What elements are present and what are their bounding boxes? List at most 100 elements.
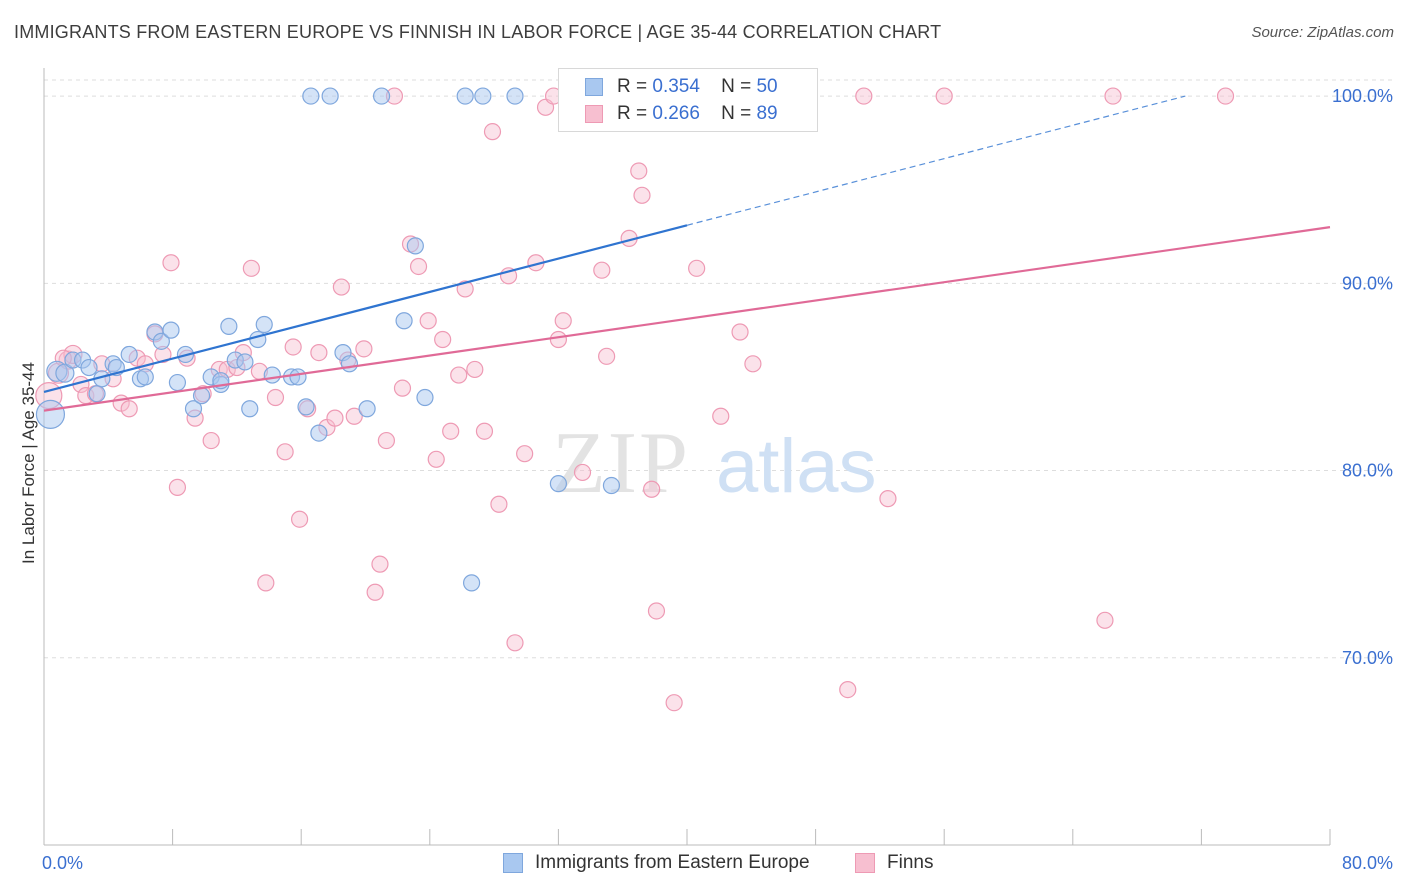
eastern-europe-point (263, 366, 281, 384)
finns-point (120, 400, 138, 418)
eastern-europe-point (55, 363, 75, 383)
legend-label: Immigrants from Eastern Europe (535, 852, 810, 873)
eastern-europe-points (35, 87, 621, 592)
eastern-europe-point (120, 345, 138, 364)
eastern-europe-point (152, 332, 170, 350)
finns-point (257, 574, 275, 592)
x-tick-label: 80.0% (1342, 853, 1393, 873)
tick-labels: 70.0% 80.0% 90.0% 100.0% 0.0% 80.0% (42, 86, 1393, 873)
eastern-europe-point (162, 321, 180, 339)
eastern-europe-point (302, 87, 320, 105)
finns-point (442, 422, 460, 440)
finns-point (598, 347, 616, 365)
eastern-europe-point (395, 312, 413, 330)
eastern-europe-point (310, 424, 328, 442)
r-value: 0.266 (652, 103, 700, 124)
finns-point (839, 680, 857, 699)
eastern-europe-point (236, 353, 254, 371)
trend-lines (43, 95, 1331, 412)
eastern-europe-point (184, 400, 203, 418)
eastern-europe-point (88, 385, 106, 403)
y-tick-label: 100.0% (1332, 86, 1393, 106)
eastern-europe-point (416, 388, 434, 407)
n-label: N = (721, 76, 752, 97)
finns-point (879, 490, 897, 508)
eastern-europe-point (220, 317, 238, 335)
finns-point (202, 431, 220, 450)
pink-swatch (855, 853, 875, 873)
finns-point (332, 278, 350, 296)
eastern-europe-point (241, 400, 259, 418)
finns-point (744, 355, 762, 373)
finns-point (284, 338, 302, 356)
finns-point (554, 312, 572, 330)
y-tick-label: 80.0% (1342, 461, 1393, 481)
finns-point (450, 366, 468, 384)
r-value: 0.354 (652, 76, 700, 97)
eastern-europe-point (297, 398, 315, 416)
finns-point (266, 388, 285, 407)
finns-point (506, 634, 524, 652)
chart-title: IMMIGRANTS FROM EASTERN EUROPE VS FINNIS… (14, 22, 942, 42)
finns-point (483, 123, 502, 141)
eastern-europe-point (80, 358, 98, 377)
finns-point (630, 162, 648, 180)
finns-point (516, 445, 534, 463)
finns-point (310, 343, 328, 362)
finns-point (427, 450, 445, 468)
n-label: N = (721, 103, 752, 124)
finns-point (371, 555, 389, 573)
finns-point (647, 602, 666, 620)
eastern-europe-point (168, 373, 187, 392)
watermark: ZIP atlas (552, 415, 877, 512)
finns-point (1104, 87, 1122, 105)
eastern-europe-trend-extension (686, 95, 1186, 226)
finns-point (419, 312, 437, 330)
eastern-europe-point (340, 355, 359, 373)
eastern-europe-point (255, 315, 273, 334)
n-value: 89 (756, 103, 778, 124)
finns-point (490, 495, 508, 513)
watermark-atlas: atlas (716, 424, 877, 509)
finns-point (573, 463, 592, 482)
eastern-europe-point (289, 368, 307, 386)
eastern-europe-point (602, 476, 621, 495)
eastern-europe-point (358, 400, 376, 418)
finns-point (168, 478, 187, 496)
finns-point (466, 360, 484, 379)
finns-point (855, 87, 873, 105)
eastern-europe-point (474, 87, 492, 105)
source-label: Source: ZipAtlas.com (1251, 24, 1394, 41)
finns-point (366, 583, 384, 601)
finns-point (549, 330, 568, 349)
r-label: R = (617, 103, 648, 124)
eastern-europe-point (35, 399, 66, 429)
finns-point (688, 259, 706, 277)
finns-point (242, 259, 260, 277)
finns-point (665, 694, 683, 712)
stats-legend: R = 0.354 N = 50 R = 0.266 N = 89 (558, 68, 818, 132)
finns-point (290, 510, 309, 528)
x-tick-label: 0.0% (42, 853, 83, 873)
series-legend: Immigrants from Eastern Europe Finns (0, 852, 1406, 878)
finns-point (633, 186, 651, 204)
finns-point (377, 431, 395, 450)
finns-point (345, 407, 363, 425)
eastern-europe-point (406, 237, 424, 255)
finns-point (409, 257, 428, 276)
finns-point (1096, 611, 1114, 629)
eastern-europe-trend-line (43, 224, 688, 393)
eastern-europe-point (462, 574, 481, 592)
blue-swatch (585, 78, 603, 96)
finns-point (731, 323, 749, 341)
y-tick-label: 70.0% (1342, 648, 1393, 668)
eastern-europe-point (321, 87, 339, 105)
eastern-europe-point (456, 87, 474, 105)
y-tick-label: 90.0% (1342, 273, 1393, 293)
watermark-zip: ZIP (552, 415, 690, 512)
y-axis-label: In Labor Force | Age 35-44 (19, 362, 38, 564)
r-label: R = (617, 76, 648, 97)
eastern-europe-point (249, 330, 267, 349)
finns-point (276, 443, 294, 461)
